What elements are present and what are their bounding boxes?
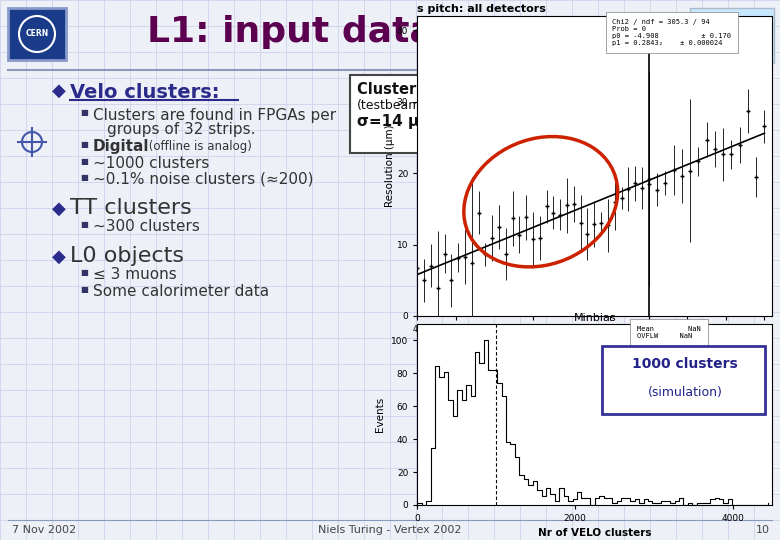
Text: ■: ■ bbox=[80, 173, 88, 182]
Text: ■: ■ bbox=[80, 140, 88, 149]
Text: s pitch: all detectors: s pitch: all detectors bbox=[417, 4, 546, 14]
Text: (simulation): (simulation) bbox=[648, 386, 723, 399]
Text: ~0.1% noise clusters (≈200): ~0.1% noise clusters (≈200) bbox=[93, 172, 314, 187]
Text: ~1000 clusters: ~1000 clusters bbox=[93, 156, 209, 171]
FancyBboxPatch shape bbox=[602, 346, 765, 415]
Y-axis label: Resolution (μm): Resolution (μm) bbox=[385, 125, 395, 207]
Text: Niels Turing - Vertex 2002: Niels Turing - Vertex 2002 bbox=[318, 525, 462, 535]
FancyBboxPatch shape bbox=[690, 8, 774, 63]
Text: ■: ■ bbox=[80, 268, 88, 277]
Text: σ=14 μm: σ=14 μm bbox=[357, 114, 435, 129]
Text: ◆: ◆ bbox=[52, 248, 66, 266]
Text: Chi2 / ndf = 305.3 / 94
Prob = 0
p0 = -4.908          ± 0.170
p1 = 0.2843₂    ± : Chi2 / ndf = 305.3 / 94 Prob = 0 p0 = -4… bbox=[612, 19, 732, 46]
FancyBboxPatch shape bbox=[350, 75, 545, 153]
Text: TT clusters: TT clusters bbox=[70, 198, 192, 218]
Text: Velo clusters:: Velo clusters: bbox=[70, 83, 219, 102]
Text: 7 Nov 2002: 7 Nov 2002 bbox=[12, 525, 76, 535]
Text: ■: ■ bbox=[80, 285, 88, 294]
Text: (offline is analog): (offline is analog) bbox=[145, 140, 252, 153]
Text: ◆: ◆ bbox=[52, 82, 66, 100]
X-axis label: Nr of VELO clusters: Nr of VELO clusters bbox=[538, 529, 651, 538]
Text: groups of 32 strips.: groups of 32 strips. bbox=[107, 122, 256, 137]
Text: Mean        NaN
OVFLW     NaN: Mean NaN OVFLW NaN bbox=[637, 326, 701, 339]
Text: Some calorimeter data: Some calorimeter data bbox=[93, 284, 269, 299]
Y-axis label: Events: Events bbox=[375, 397, 385, 432]
Text: Digital: Digital bbox=[93, 139, 150, 154]
Text: ≤ 3 muons: ≤ 3 muons bbox=[93, 267, 177, 282]
Text: ◆: ◆ bbox=[52, 200, 66, 218]
X-axis label: Pitch (μm): Pitch (μm) bbox=[566, 340, 623, 349]
Text: 1000 clusters: 1000 clusters bbox=[633, 357, 738, 371]
Text: ■: ■ bbox=[80, 157, 88, 166]
Text: 10: 10 bbox=[756, 525, 770, 535]
Title: Minbias: Minbias bbox=[573, 313, 616, 323]
Text: ■: ■ bbox=[80, 220, 88, 229]
Text: L0 objects: L0 objects bbox=[70, 246, 184, 266]
FancyBboxPatch shape bbox=[8, 8, 66, 60]
Text: ~300 clusters: ~300 clusters bbox=[93, 219, 200, 234]
Text: LHCb: LHCb bbox=[710, 21, 754, 36]
Text: Clusters are found in FPGAs per: Clusters are found in FPGAs per bbox=[93, 108, 336, 123]
Text: CERN: CERN bbox=[26, 30, 48, 38]
Text: ■: ■ bbox=[80, 108, 88, 117]
Text: VHCP: VHCP bbox=[713, 42, 751, 55]
Text: L1: input data: L1: input data bbox=[147, 15, 434, 49]
Text: (testbeam): (testbeam) bbox=[357, 99, 426, 112]
Text: Cluster resolution:: Cluster resolution: bbox=[357, 82, 511, 97]
